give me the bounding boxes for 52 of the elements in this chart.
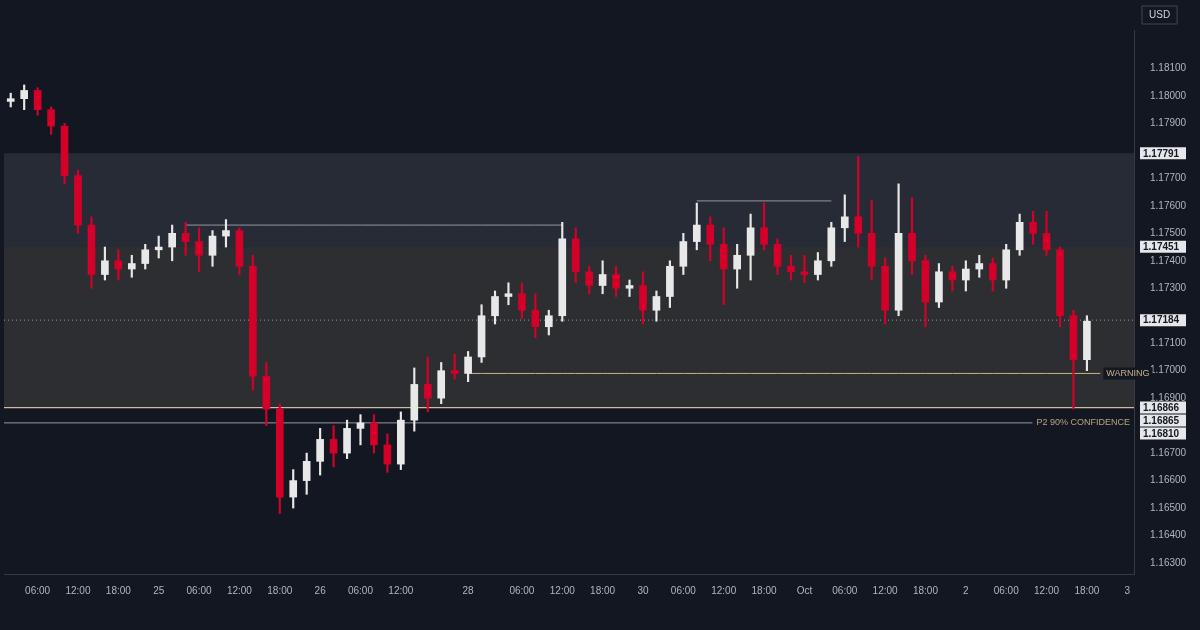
x-tick-label: 06:00 [670,584,697,596]
x-tick-label: 12:00 [711,584,737,596]
x-tick-label: 06:00 [25,584,51,596]
x-tick-label: 12:00 [872,584,899,596]
ref-line-label: 1.17184 [1143,314,1180,326]
x-tick-label: 06:00 [347,584,374,596]
y-tick-label: 1.17100 [1150,336,1187,348]
y-tick-label: 1.17900 [1150,117,1187,129]
x-tick-label: 3 [1124,584,1131,596]
y-tick-label: 1.17700 [1150,172,1187,184]
y-tick-label: 1.17000 [1150,364,1187,376]
band-label: 1.17451 [1143,241,1180,253]
y-tick-label: 1.16900 [1150,391,1187,403]
y-tick-label: 1.16500 [1150,501,1187,513]
x-tick-label: 12:00 [226,584,253,596]
y-tick-label: 1.16600 [1150,474,1187,486]
x-tick-label: 06:00 [186,584,213,596]
x-tick-label: 18:00 [1074,584,1100,596]
x-tick-label: Oct [796,584,813,596]
ref-line-label: 1.16865 [1143,414,1180,426]
x-tick-label: 12:00 [388,584,414,596]
ref-line-label: 1.16866 [1143,401,1180,413]
x-tick-label: 18:00 [590,584,616,596]
ref-line-label: 1.16810 [1143,427,1180,439]
y-tick-label: 1.17500 [1150,227,1187,239]
y-tick-label: 1.18000 [1150,89,1187,101]
x-tick-label: 25 [153,584,165,596]
y-tick-label: 1.16300 [1150,556,1187,568]
y-tick-label: 1.17600 [1150,199,1187,211]
x-tick-label: 12:00 [65,584,91,596]
y-tick-label: 1.17400 [1150,254,1187,266]
x-tick-label: 18:00 [105,584,132,596]
x-tick-label: 30 [637,584,649,596]
x-tick-label: 18:00 [912,584,939,596]
y-axis-title: USD [1149,9,1171,21]
y-tick-label: 1.16400 [1150,529,1187,541]
x-tick-label: 06:00 [832,584,858,596]
y-tick-label: 1.17300 [1150,282,1187,294]
x-tick-label: 06:00 [993,584,1020,596]
x-tick-label: 2 [963,584,970,596]
x-tick-label: 06:00 [509,584,535,596]
series-label: WARNING [1106,367,1150,378]
y-tick-label: 1.16700 [1150,446,1187,458]
annotation: P2 90% CONFIDENCE [1036,417,1130,428]
x-tick-label: 12:00 [1034,584,1060,596]
x-tick-label: 26 [314,584,327,596]
x-tick-label: 12:00 [549,584,576,596]
x-tick-label: 18:00 [751,584,778,596]
x-tick-label: 18:00 [267,584,293,596]
band-label: 1.17791 [1143,147,1180,159]
x-tick-label: 28 [462,584,475,596]
y-tick-label: 1.18100 [1150,62,1187,74]
